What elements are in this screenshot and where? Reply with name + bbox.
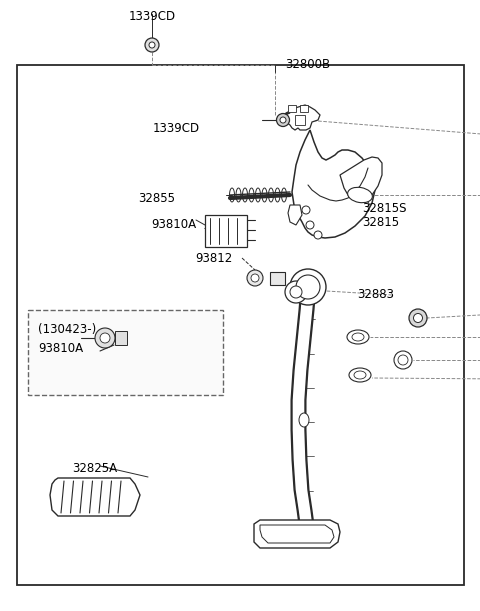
Circle shape	[149, 42, 155, 48]
Text: (130423-): (130423-)	[38, 323, 96, 336]
Ellipse shape	[352, 333, 364, 341]
Polygon shape	[254, 520, 340, 548]
Text: 32815S: 32815S	[362, 202, 407, 215]
Circle shape	[409, 309, 427, 327]
Ellipse shape	[349, 368, 371, 382]
Text: 32800B: 32800B	[285, 58, 330, 71]
Circle shape	[285, 281, 307, 303]
Ellipse shape	[299, 413, 309, 427]
Polygon shape	[115, 331, 127, 345]
Text: 1339CD: 1339CD	[129, 10, 176, 23]
Circle shape	[394, 351, 412, 369]
Polygon shape	[270, 272, 285, 285]
Text: 1339CD: 1339CD	[153, 122, 200, 135]
Text: 32825A: 32825A	[72, 462, 118, 475]
Circle shape	[95, 328, 115, 348]
Ellipse shape	[347, 330, 369, 344]
Circle shape	[306, 221, 314, 229]
Polygon shape	[300, 105, 308, 112]
Circle shape	[280, 117, 286, 123]
Circle shape	[145, 38, 159, 52]
Circle shape	[314, 231, 322, 239]
Text: 93810A: 93810A	[151, 218, 196, 231]
Circle shape	[302, 206, 310, 214]
Bar	[28, 310, 223, 395]
Polygon shape	[283, 105, 320, 130]
Polygon shape	[260, 525, 334, 543]
Circle shape	[247, 270, 263, 286]
Circle shape	[296, 275, 320, 299]
Ellipse shape	[354, 371, 366, 379]
Text: 93812: 93812	[195, 252, 232, 265]
Polygon shape	[205, 215, 247, 247]
Circle shape	[290, 269, 326, 305]
Circle shape	[251, 274, 259, 282]
Text: 93810A: 93810A	[38, 342, 83, 355]
Circle shape	[100, 333, 110, 343]
Polygon shape	[288, 205, 302, 225]
Polygon shape	[292, 130, 375, 238]
Text: 32855: 32855	[138, 192, 175, 205]
Polygon shape	[288, 105, 296, 112]
Circle shape	[276, 114, 289, 126]
Polygon shape	[295, 115, 305, 125]
Circle shape	[290, 286, 302, 298]
Bar	[17, 65, 464, 585]
Circle shape	[398, 355, 408, 365]
Circle shape	[413, 313, 422, 323]
Ellipse shape	[348, 188, 372, 203]
Polygon shape	[50, 478, 140, 516]
Polygon shape	[292, 285, 315, 525]
Text: 32815: 32815	[362, 216, 399, 229]
Polygon shape	[340, 157, 382, 202]
Text: 32883: 32883	[357, 288, 394, 301]
